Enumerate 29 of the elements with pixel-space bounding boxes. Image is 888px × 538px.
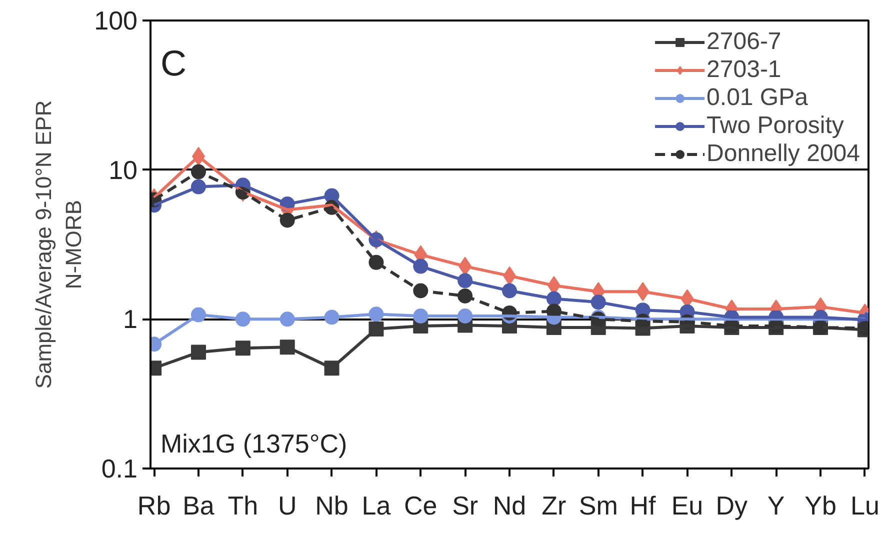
x-tick-label: Th [228, 490, 258, 520]
x-tick-label: Sm [578, 490, 618, 520]
legend-label: 2706-7 [706, 28, 782, 56]
legend-label: Donnelly 2004 [706, 140, 860, 168]
x-tick-label: Eu [671, 490, 704, 520]
x-tick-label: Ce [404, 490, 438, 520]
annotation: Mix1G (1375°C) [160, 428, 348, 458]
legend-label: Two Porosity [706, 112, 844, 140]
legend-label: 0.01 GPa [706, 84, 808, 112]
annotation: C [160, 42, 186, 84]
x-tick-label: Rb [137, 490, 171, 520]
y-tick-label: 10 [108, 154, 138, 185]
x-tick-label: Yb [804, 490, 836, 520]
x-tick-label: La [362, 490, 392, 520]
x-tick-label: U [278, 490, 297, 520]
x-tick-label: Nd [492, 490, 526, 520]
y-tick-label: 100 [94, 6, 138, 36]
x-tick-label: Lu [850, 490, 880, 520]
y-tick-label: 0.1 [101, 454, 138, 484]
x-tick-label: Sr [452, 490, 478, 520]
x-tick-label: Ba [182, 490, 215, 520]
legend-label: 2703-1 [706, 56, 782, 84]
y-tick-label: 1 [123, 304, 138, 334]
x-tick-label: Zr [542, 490, 567, 520]
y-axis-title: Sample/Average 9-10°N EPR N-MORB [31, 100, 86, 389]
x-tick-label: Nb [315, 490, 348, 520]
x-tick-label: Hf [630, 490, 657, 520]
x-tick-label: Dy [716, 490, 748, 520]
x-tick-label: Y [767, 490, 785, 520]
